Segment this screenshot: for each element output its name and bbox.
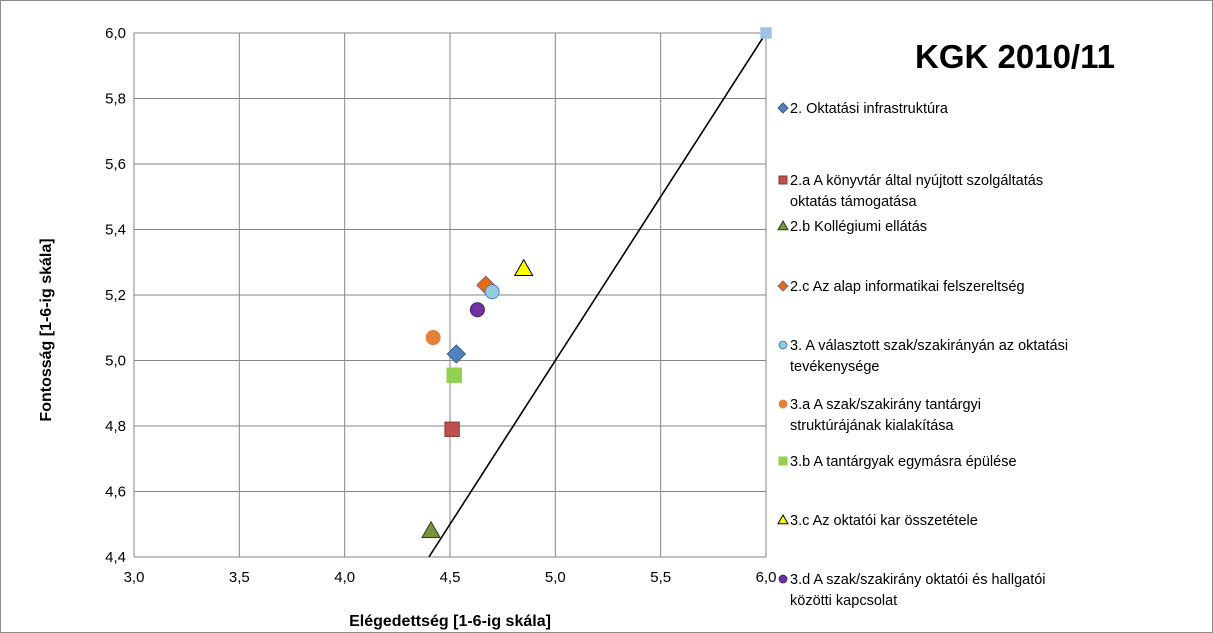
x-axis-title: Elégedettség [1-6-ig skála] — [349, 613, 551, 630]
legend-item-1: 2. Oktatási infrastruktúra — [777, 101, 949, 117]
y-tick-label: 4,4 — [105, 549, 126, 566]
legend-marker — [778, 574, 788, 584]
data-point-5 — [484, 284, 500, 300]
x-tick-label: 3,0 — [124, 569, 145, 586]
reference-line-group — [428, 32, 767, 558]
legend-marker — [778, 340, 788, 350]
x-tick-label: 4,0 — [334, 569, 355, 586]
y-tick-label: 5,2 — [105, 287, 126, 304]
y-tick-label: 5,6 — [105, 156, 126, 173]
data-point-8 — [513, 258, 534, 277]
legend-label: 3.c Az oktatói kar összetétele — [790, 513, 978, 529]
legend-label: 3.a A szak/szakirány tantárgyi — [790, 397, 981, 413]
legend-item-4: 2.c Az alap informatikai felszereltség — [777, 279, 1025, 295]
legend-label: 3. A választott szak/szakirányán az okta… — [790, 338, 1068, 354]
legend-marker — [777, 280, 789, 292]
data-point-1 — [446, 344, 467, 364]
x-tick-label: 6,0 — [756, 569, 777, 586]
x-tick-label: 3,5 — [229, 569, 250, 586]
y-tick-label: 5,8 — [105, 91, 126, 108]
extra-data-point — [760, 27, 772, 39]
legend-marker — [778, 456, 788, 466]
x-tick-label: 5,0 — [545, 569, 566, 586]
legend-label: 3.d A szak/szakirány oktatói és hallgató… — [790, 572, 1046, 588]
y-tick-label: 5,4 — [105, 222, 126, 239]
y-tick-label: 4,6 — [105, 484, 126, 501]
legend-marker — [777, 219, 789, 231]
legend-label: struktúrájának kialakítása — [790, 418, 955, 434]
y-tick-label: 4,8 — [105, 418, 126, 435]
x-tick-label: 4,5 — [440, 569, 461, 586]
legend-label: tevékenysége — [790, 359, 879, 375]
legend-label: 3.b A tantárgyak egymásra épülése — [790, 454, 1017, 470]
legend-marker — [777, 102, 789, 114]
legend-item-5: 3. A választott szak/szakirányán az okta… — [778, 338, 1068, 375]
legend-item-7: 3.b A tantárgyak egymásra épülése — [778, 454, 1017, 470]
y-tick-label: 6,0 — [105, 25, 126, 42]
plot-area — [133, 33, 766, 558]
legend-item-2: 2.a A könyvtár által nyújtott szolgáltat… — [778, 173, 1043, 210]
x-tick-label: 5,5 — [650, 569, 671, 586]
chart-title: KGK 2010/11 — [915, 38, 1115, 75]
legend-label: 2. Oktatási infrastruktúra — [790, 101, 949, 117]
legend-item-8: 3.c Az oktatói kar összetétele — [777, 513, 978, 529]
reference-line — [428, 32, 767, 558]
tick-labels: 3,0 3,5 4,0 4,5 5,0 5,5 6,0 4,4 4,6 4,8 5,0 5,2 5,4 5… — [105, 25, 776, 586]
y-tick-label: 5,0 — [105, 353, 126, 370]
data-point-9 — [469, 302, 485, 318]
legend-marker — [777, 513, 789, 525]
legend: 2. Oktatási infrastruktúra 2.a A könyvtár… — [777, 101, 1068, 609]
legend-label: 2.a A könyvtár által nyújtott szolgáltat… — [790, 173, 1043, 189]
legend-item-3: 2.b Kollégiumi ellátás — [777, 219, 927, 235]
legend-label: közötti kapcsolat — [790, 593, 897, 609]
legend-marker — [778, 399, 788, 409]
legend-label: 2.c Az alap informatikai felszereltség — [790, 279, 1025, 295]
data-point-3 — [421, 520, 441, 539]
data-points — [421, 27, 772, 539]
data-point-7 — [446, 367, 462, 383]
legend-label: oktatás támogatása — [790, 194, 917, 210]
legend-item-9: 3.d A szak/szakirány oktatói és hallgató… — [778, 572, 1046, 609]
grid-lines — [133, 32, 767, 558]
legend-label: 2.b Kollégiumi ellátás — [790, 219, 927, 235]
data-point-6 — [425, 330, 441, 346]
y-axis-title: Fontosság [1-6-ig skála] — [38, 238, 55, 421]
data-point-2 — [444, 421, 460, 437]
legend-marker — [778, 175, 788, 185]
legend-item-6: 3.a A szak/szakirány tantárgyi struktúráj… — [778, 397, 981, 434]
